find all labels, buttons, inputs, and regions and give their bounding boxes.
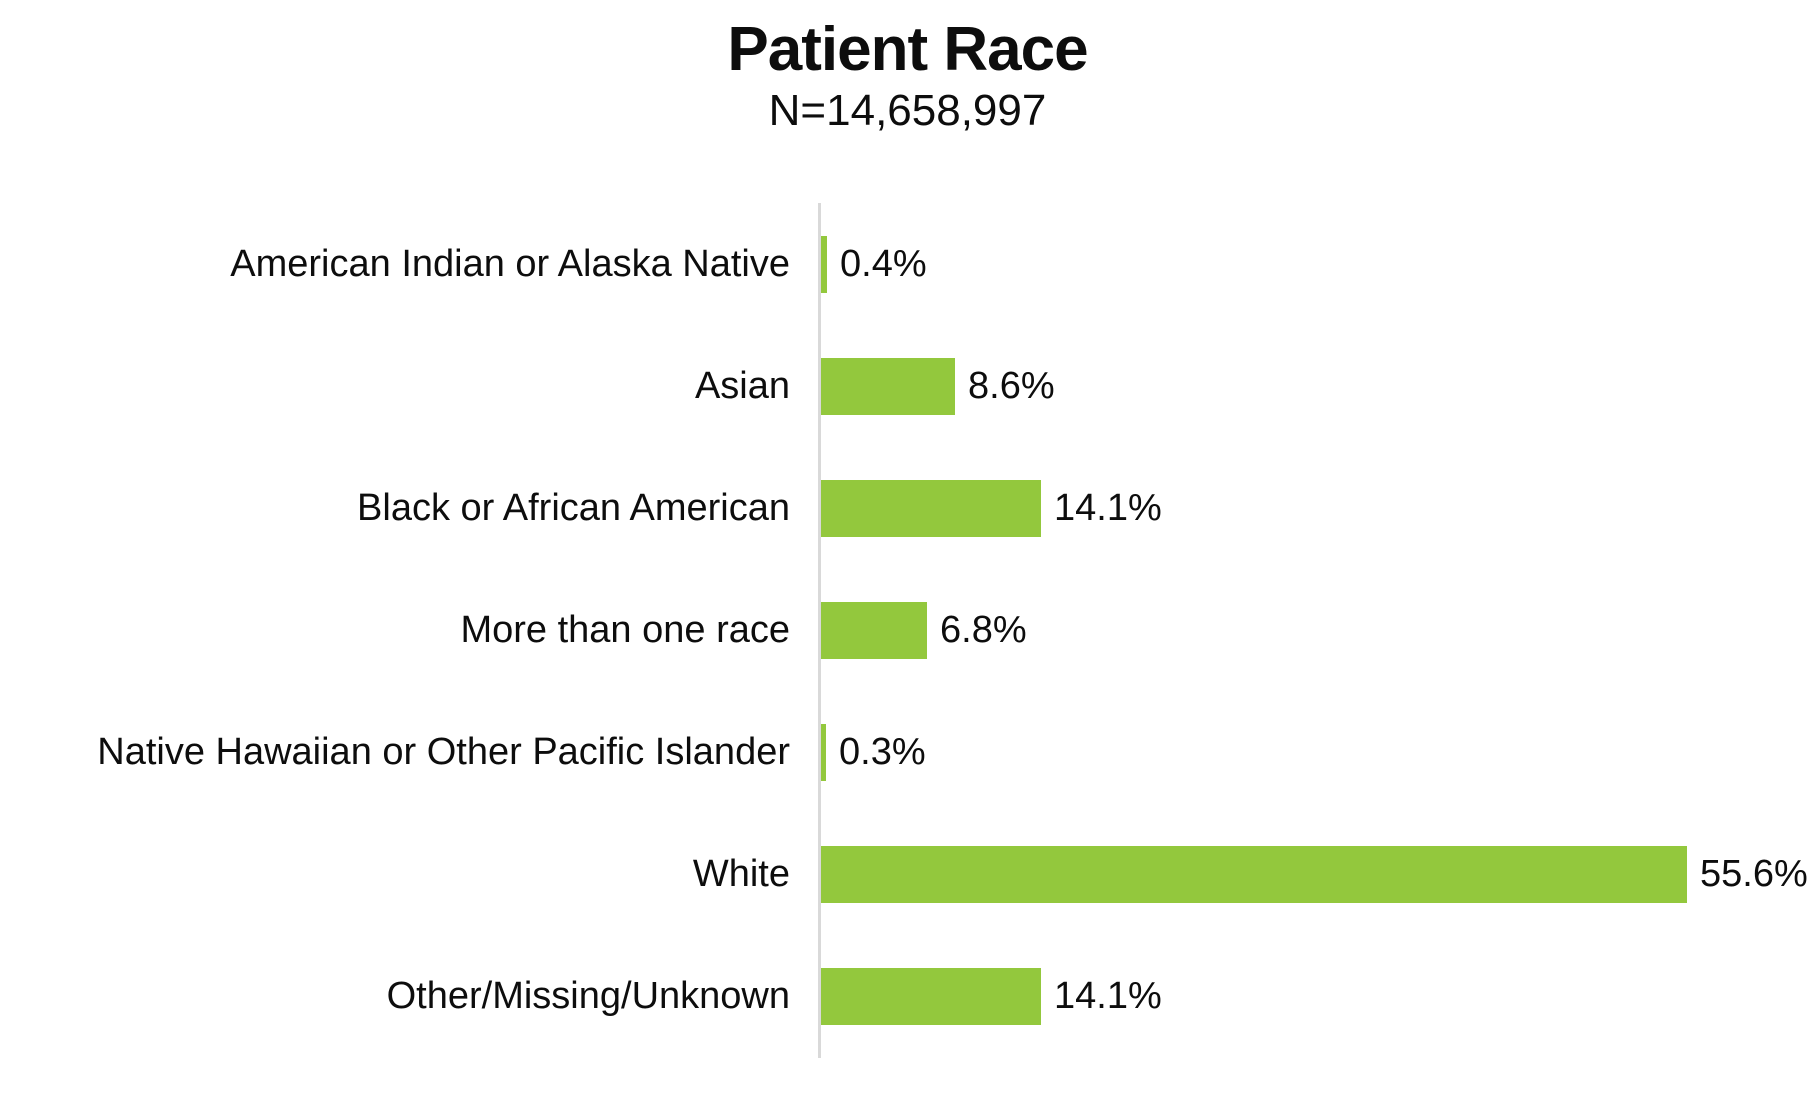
bar-zone: 14.1%	[821, 479, 1815, 537]
category-label: Asian	[694, 364, 790, 407]
bar-row: Native Hawaiian or Other Pacific Islande…	[0, 692, 1815, 814]
bar-row: Other/Missing/Unknown 14.1%	[0, 936, 1815, 1058]
value-label: 0.4%	[840, 242, 927, 285]
category-label: Native Hawaiian or Other Pacific Islande…	[97, 731, 790, 774]
bar-zone: 0.3%	[821, 724, 1815, 782]
bar	[821, 235, 827, 293]
bar-row: Asian 8.6%	[0, 325, 1815, 447]
value-label: 14.1%	[1054, 975, 1162, 1018]
value-label: 55.6%	[1700, 853, 1808, 896]
value-label: 0.3%	[839, 731, 926, 774]
bar-row: American Indian or Alaska Native 0.4%	[0, 203, 1815, 325]
bar-zone: 8.6%	[821, 357, 1815, 415]
y-axis-line	[818, 203, 821, 1058]
category-label: White	[692, 853, 790, 896]
bar-row: White 55.6%	[0, 814, 1815, 936]
category-label: Black or African American	[357, 486, 790, 529]
bar	[821, 479, 1041, 537]
bar-zone: 0.4%	[821, 235, 1815, 293]
value-label: 6.8%	[940, 608, 1027, 651]
bar	[821, 968, 1041, 1026]
value-label: 14.1%	[1054, 486, 1162, 529]
category-label: Other/Missing/Unknown	[386, 975, 790, 1018]
value-label: 8.6%	[968, 364, 1055, 407]
bar-zone: 14.1%	[821, 968, 1815, 1026]
bar	[821, 357, 955, 415]
category-label: More than one race	[460, 608, 790, 651]
chart-subtitle: N=14,658,997	[768, 86, 1047, 135]
bar	[821, 724, 826, 782]
bar-row: Black or African American 14.1%	[0, 447, 1815, 569]
plot-area: American Indian or Alaska Native 0.4% As…	[0, 203, 1815, 1058]
bar	[821, 846, 1687, 904]
bar-row: More than one race 6.8%	[0, 569, 1815, 691]
chart-title: Patient Race	[727, 15, 1088, 84]
bar-zone: 55.6%	[821, 846, 1815, 904]
bar-zone: 6.8%	[821, 601, 1815, 659]
bar	[821, 601, 927, 659]
category-label: American Indian or Alaska Native	[230, 242, 790, 285]
